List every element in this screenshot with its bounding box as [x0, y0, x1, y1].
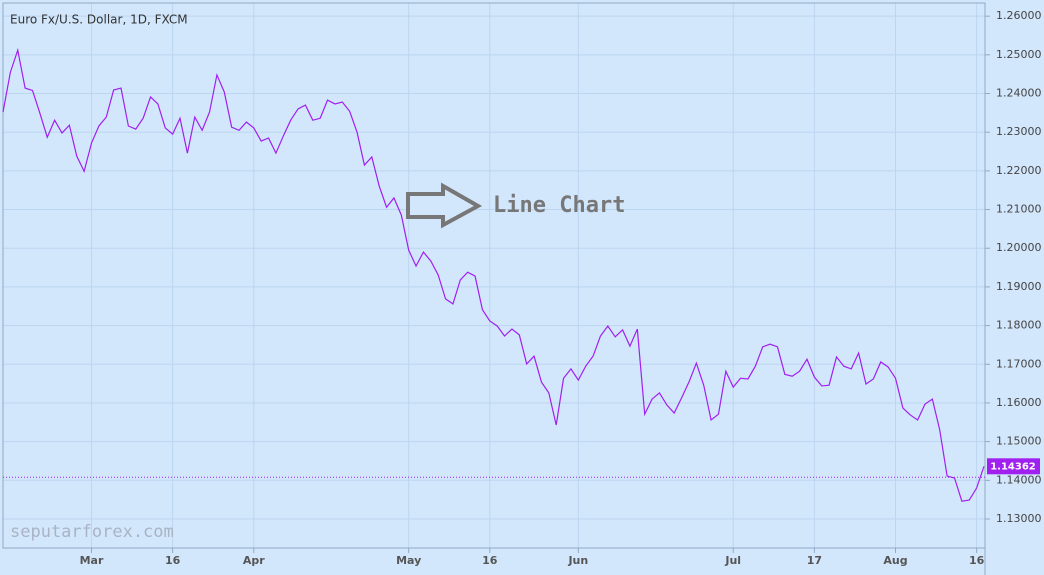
y-tick-label: 1.26000: [996, 9, 1042, 22]
x-tick-label: May: [396, 554, 421, 567]
x-tick-label: Apr: [243, 554, 265, 567]
x-tick-label: Aug: [883, 554, 907, 567]
y-tick-label: 1.23000: [996, 125, 1042, 138]
last-price-label: 1.14362: [990, 461, 1036, 472]
x-tick-label: Jun: [567, 554, 588, 567]
y-tick-label: 1.15000: [996, 435, 1042, 448]
y-tick-label: 1.22000: [996, 164, 1042, 177]
y-tick-label: 1.25000: [996, 48, 1042, 61]
chart-title: Euro Fx/U.S. Dollar, 1D, FXCM: [10, 13, 188, 27]
y-tick-label: 1.13000: [996, 512, 1042, 525]
y-tick-label: 1.24000: [996, 87, 1042, 100]
x-tick-label: Mar: [80, 554, 104, 567]
x-tick-label: Jul: [724, 554, 741, 567]
y-tick-label: 1.17000: [996, 357, 1042, 370]
x-tick-label: 17: [807, 554, 822, 567]
watermark: seputarforex.com: [10, 522, 174, 542]
grid: [3, 3, 985, 548]
y-tick-label: 1.14000: [996, 473, 1042, 486]
price-line: [2, 47, 985, 502]
y-tick-label: 1.20000: [996, 241, 1042, 254]
x-tick-label: 16: [165, 554, 181, 567]
annotation: Line Chart: [493, 193, 625, 218]
x-tick-label: 16: [482, 554, 498, 567]
y-tick-label: 1.16000: [996, 396, 1042, 409]
y-tick-label: 1.21000: [996, 203, 1042, 216]
y-tick-label: 1.18000: [996, 319, 1042, 332]
last-price-box: [987, 458, 1040, 475]
x-tick-label: 16: [969, 554, 985, 567]
y-tick-label: 1.19000: [996, 280, 1042, 293]
annotation-arrow: [406, 182, 483, 229]
